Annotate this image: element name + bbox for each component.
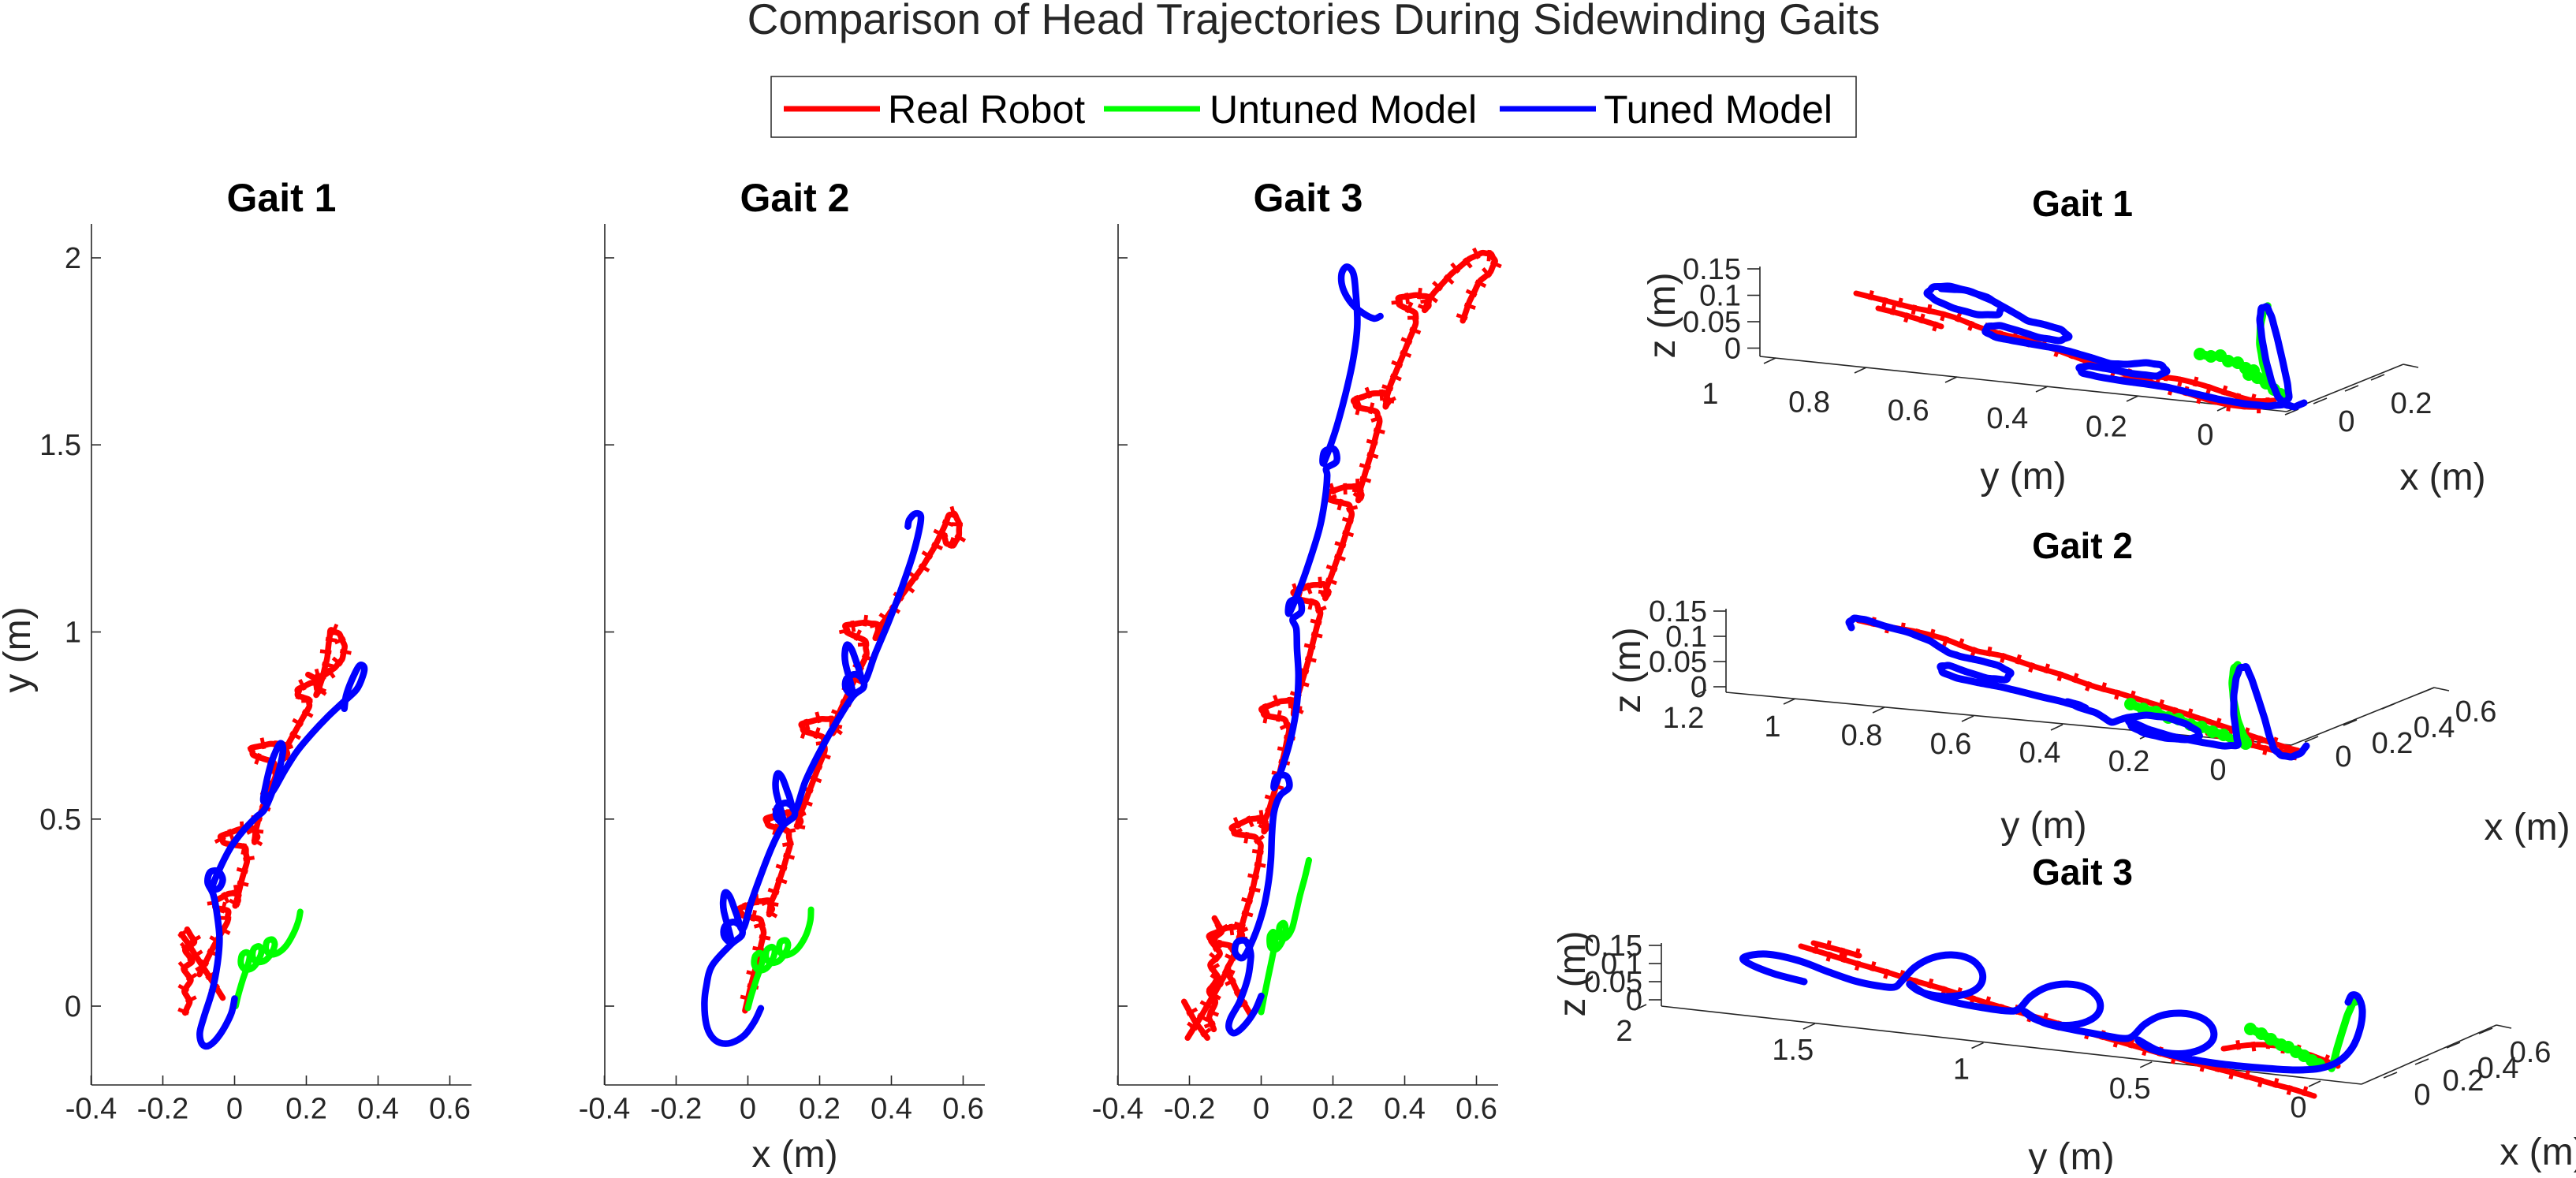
svg-text:0.2: 0.2 [799, 1093, 841, 1126]
svg-text:0.4: 0.4 [2019, 736, 2061, 770]
svg-text:x (m): x (m) [2500, 1131, 2576, 1173]
svg-text:0: 0 [2338, 405, 2354, 438]
svg-text:Gait 1: Gait 1 [2032, 183, 2133, 224]
svg-text:0.6: 0.6 [2455, 695, 2497, 729]
svg-text:Untuned Model: Untuned Model [1210, 88, 1477, 132]
svg-text:0: 0 [226, 1093, 243, 1126]
svg-text:2: 2 [65, 242, 81, 275]
svg-text:Gait 1: Gait 1 [227, 176, 337, 220]
svg-text:0.6: 0.6 [1456, 1093, 1497, 1126]
svg-text:1.5: 1.5 [1772, 1034, 1814, 1067]
svg-text:-0.4: -0.4 [1092, 1093, 1143, 1126]
svg-text:0.4: 0.4 [2414, 711, 2455, 744]
svg-text:2: 2 [1616, 1015, 1632, 1048]
svg-text:0.4: 0.4 [1384, 1093, 1426, 1126]
svg-text:0: 0 [2335, 740, 2351, 774]
svg-text:z (m): z (m) [1607, 627, 1649, 713]
svg-text:0: 0 [740, 1093, 756, 1126]
svg-text:0.2: 0.2 [1312, 1093, 1354, 1126]
svg-text:0: 0 [2414, 1079, 2430, 1112]
svg-text:0.4: 0.4 [357, 1093, 399, 1126]
svg-text:0.5: 0.5 [2109, 1072, 2151, 1105]
svg-text:0: 0 [65, 990, 81, 1023]
svg-text:1: 1 [1702, 378, 1718, 411]
svg-text:0.2: 0.2 [2108, 745, 2150, 778]
svg-text:1: 1 [65, 617, 81, 650]
svg-text:y (m): y (m) [2028, 1136, 2114, 1174]
svg-text:0: 0 [2290, 1091, 2306, 1124]
svg-text:0.2: 0.2 [2391, 387, 2432, 420]
svg-text:-0.2: -0.2 [651, 1093, 702, 1126]
svg-text:0.8: 0.8 [1841, 719, 1883, 752]
svg-text:0.15: 0.15 [1649, 595, 1707, 628]
svg-text:0.2: 0.2 [285, 1093, 327, 1126]
svg-text:y (m): y (m) [1980, 456, 2066, 498]
svg-text:z (m): z (m) [1552, 930, 1594, 1016]
svg-text:1: 1 [1953, 1053, 1970, 1087]
svg-text:0.6: 0.6 [1930, 728, 1972, 761]
svg-text:x (m): x (m) [2399, 457, 2485, 498]
svg-text:Tuned Model: Tuned Model [1604, 88, 1832, 132]
svg-text:y (m): y (m) [0, 606, 39, 692]
svg-text:-0.2: -0.2 [137, 1093, 188, 1126]
svg-text:0: 0 [2197, 419, 2213, 452]
svg-text:0.6: 0.6 [429, 1093, 471, 1126]
svg-text:0: 0 [1253, 1093, 1269, 1126]
svg-text:0: 0 [2209, 754, 2226, 787]
svg-text:Comparison of Head Trajectorie: Comparison of Head Trajectories During S… [747, 0, 1881, 43]
svg-text:-0.4: -0.4 [579, 1093, 630, 1126]
svg-text:0.6: 0.6 [1888, 394, 1929, 427]
svg-text:0.2: 0.2 [2372, 727, 2414, 760]
svg-text:0.6: 0.6 [2510, 1036, 2552, 1069]
svg-text:0.8: 0.8 [1788, 386, 1830, 419]
svg-text:Gait 2: Gait 2 [2032, 525, 2133, 566]
svg-text:1: 1 [1764, 710, 1780, 744]
svg-text:0.6: 0.6 [942, 1093, 984, 1126]
svg-text:0.4: 0.4 [1986, 402, 2028, 435]
svg-text:x (m): x (m) [2484, 807, 2570, 848]
svg-text:0.4: 0.4 [870, 1093, 912, 1126]
svg-text:Gait 2: Gait 2 [740, 176, 850, 220]
svg-text:x (m): x (m) [751, 1134, 837, 1174]
svg-text:Gait 3: Gait 3 [2032, 852, 2133, 893]
svg-text:1.2: 1.2 [1663, 702, 1705, 735]
svg-text:Gait 3: Gait 3 [1254, 176, 1363, 220]
svg-text:z (m): z (m) [1642, 272, 1683, 358]
svg-text:-0.2: -0.2 [1164, 1093, 1215, 1126]
svg-text:1.5: 1.5 [39, 429, 81, 462]
svg-text:-0.4: -0.4 [65, 1093, 117, 1126]
svg-text:y (m): y (m) [2000, 805, 2086, 847]
svg-text:Real Robot: Real Robot [888, 88, 1085, 132]
svg-text:0.5: 0.5 [39, 803, 81, 837]
svg-text:0.15: 0.15 [1683, 253, 1741, 286]
svg-text:0.2: 0.2 [2086, 411, 2127, 444]
